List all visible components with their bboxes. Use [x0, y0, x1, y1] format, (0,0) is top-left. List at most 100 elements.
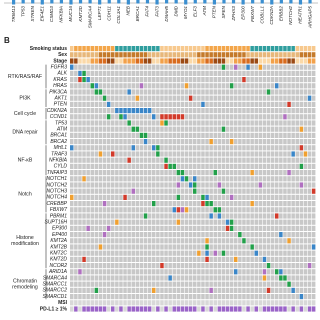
mutation-cell [242, 232, 246, 238]
mutation-cell [229, 188, 234, 194]
mutation-cell [123, 114, 127, 120]
mutation-cell [266, 294, 271, 300]
mutation-cell [172, 126, 176, 132]
mutation-cell [250, 188, 254, 194]
mutation-cell [279, 89, 283, 95]
mutation-cell [94, 232, 99, 238]
mutation-cell [229, 70, 234, 76]
mutation-cell [156, 139, 160, 145]
mutation-cell [201, 151, 205, 157]
mutation-cell [229, 269, 234, 275]
mutation-cell [242, 83, 246, 89]
mutation-cell [90, 139, 94, 145]
mutation-cell [213, 151, 217, 157]
mutation-cell [86, 89, 90, 95]
mutation-cell [279, 132, 283, 138]
mutation-cell [131, 64, 135, 70]
mutation-cell [287, 163, 291, 169]
mutation-cell [160, 207, 164, 213]
mutation-cell [139, 126, 144, 132]
footer-cell [193, 300, 197, 306]
mutation-cell [111, 194, 115, 200]
annotation-cell [229, 58, 234, 64]
mutation-cell [152, 207, 156, 213]
mutation-cell [143, 281, 148, 287]
mutation-cell [94, 188, 99, 194]
mutation-cell [266, 275, 271, 281]
mutation-cell [184, 170, 189, 176]
mutation-cell [287, 232, 291, 238]
mutation-cell [221, 232, 226, 238]
mutation-cell [86, 219, 90, 225]
mutation-cell [303, 287, 308, 293]
mutation-cell [209, 176, 213, 182]
mutation-cell [115, 232, 119, 238]
mutation-cell [86, 126, 90, 132]
mutation-cell [201, 194, 205, 200]
mutation-cell [287, 170, 291, 176]
mutation-cell [250, 194, 254, 200]
mutation-cell [242, 163, 246, 169]
mutation-cell [152, 64, 156, 70]
footer-cell [74, 300, 78, 306]
annotation-cell [164, 58, 168, 64]
mutation-cell [98, 294, 103, 300]
mutation-cell [102, 194, 107, 200]
mutation-cell [180, 101, 185, 107]
mutation-cell [188, 238, 193, 244]
mutation-cell [143, 294, 148, 300]
mutation-cell [102, 70, 107, 76]
mutation-cell [98, 170, 103, 176]
footer-cell [205, 300, 209, 306]
mutation-cell [115, 151, 119, 157]
mutation-cell [311, 256, 316, 262]
mutation-cell [102, 139, 107, 145]
mutation-cell [119, 194, 123, 200]
mutation-cell [188, 225, 193, 231]
mutation-cell [131, 287, 135, 293]
mutation-cell [229, 275, 234, 281]
mutation-cell [270, 170, 275, 176]
mutation-cell [176, 83, 181, 89]
mutation-cell [299, 250, 304, 256]
mutation-cell [123, 219, 127, 225]
mutation-cell [221, 250, 226, 256]
mutation-cell [180, 176, 185, 182]
footer-cell [90, 306, 94, 312]
mutation-cell [238, 163, 242, 169]
mutation-cell [283, 269, 287, 275]
mutation-cell [168, 95, 172, 101]
mutation-cell [283, 188, 287, 194]
mutation-cell [176, 281, 181, 287]
footer-cell [299, 306, 304, 312]
mutation-cell [209, 182, 213, 188]
mutation-cell [299, 213, 304, 219]
mutation-cell [127, 244, 131, 250]
mutation-cell [74, 170, 78, 176]
mutation-cell [82, 281, 86, 287]
mutation-cell [74, 250, 78, 256]
mutation-cell [119, 176, 123, 182]
mutation-cell [98, 263, 103, 269]
mutation-cell [238, 188, 242, 194]
mutation-cell [168, 132, 172, 138]
mutation-cell [98, 213, 103, 219]
mutation-cell [250, 120, 254, 126]
mutation-cell [74, 70, 78, 76]
gene-label: CREBBP [46, 201, 67, 207]
mutation-cell [250, 95, 254, 101]
gene-label: NOTCH4 [46, 195, 67, 201]
mutation-cell [221, 77, 226, 83]
mutation-cell [106, 114, 111, 120]
mutation-cell [238, 120, 242, 126]
mutation-cell [127, 95, 131, 101]
mutation-cell [152, 219, 156, 225]
mutation-cell [254, 163, 258, 169]
mutation-cell [266, 114, 271, 120]
annotation-cell [295, 58, 299, 64]
mutation-cell [311, 176, 316, 182]
mutation-cell [266, 250, 271, 256]
annotation-cell [188, 52, 193, 58]
mutation-cell [221, 132, 226, 138]
mutation-cell [258, 207, 263, 213]
